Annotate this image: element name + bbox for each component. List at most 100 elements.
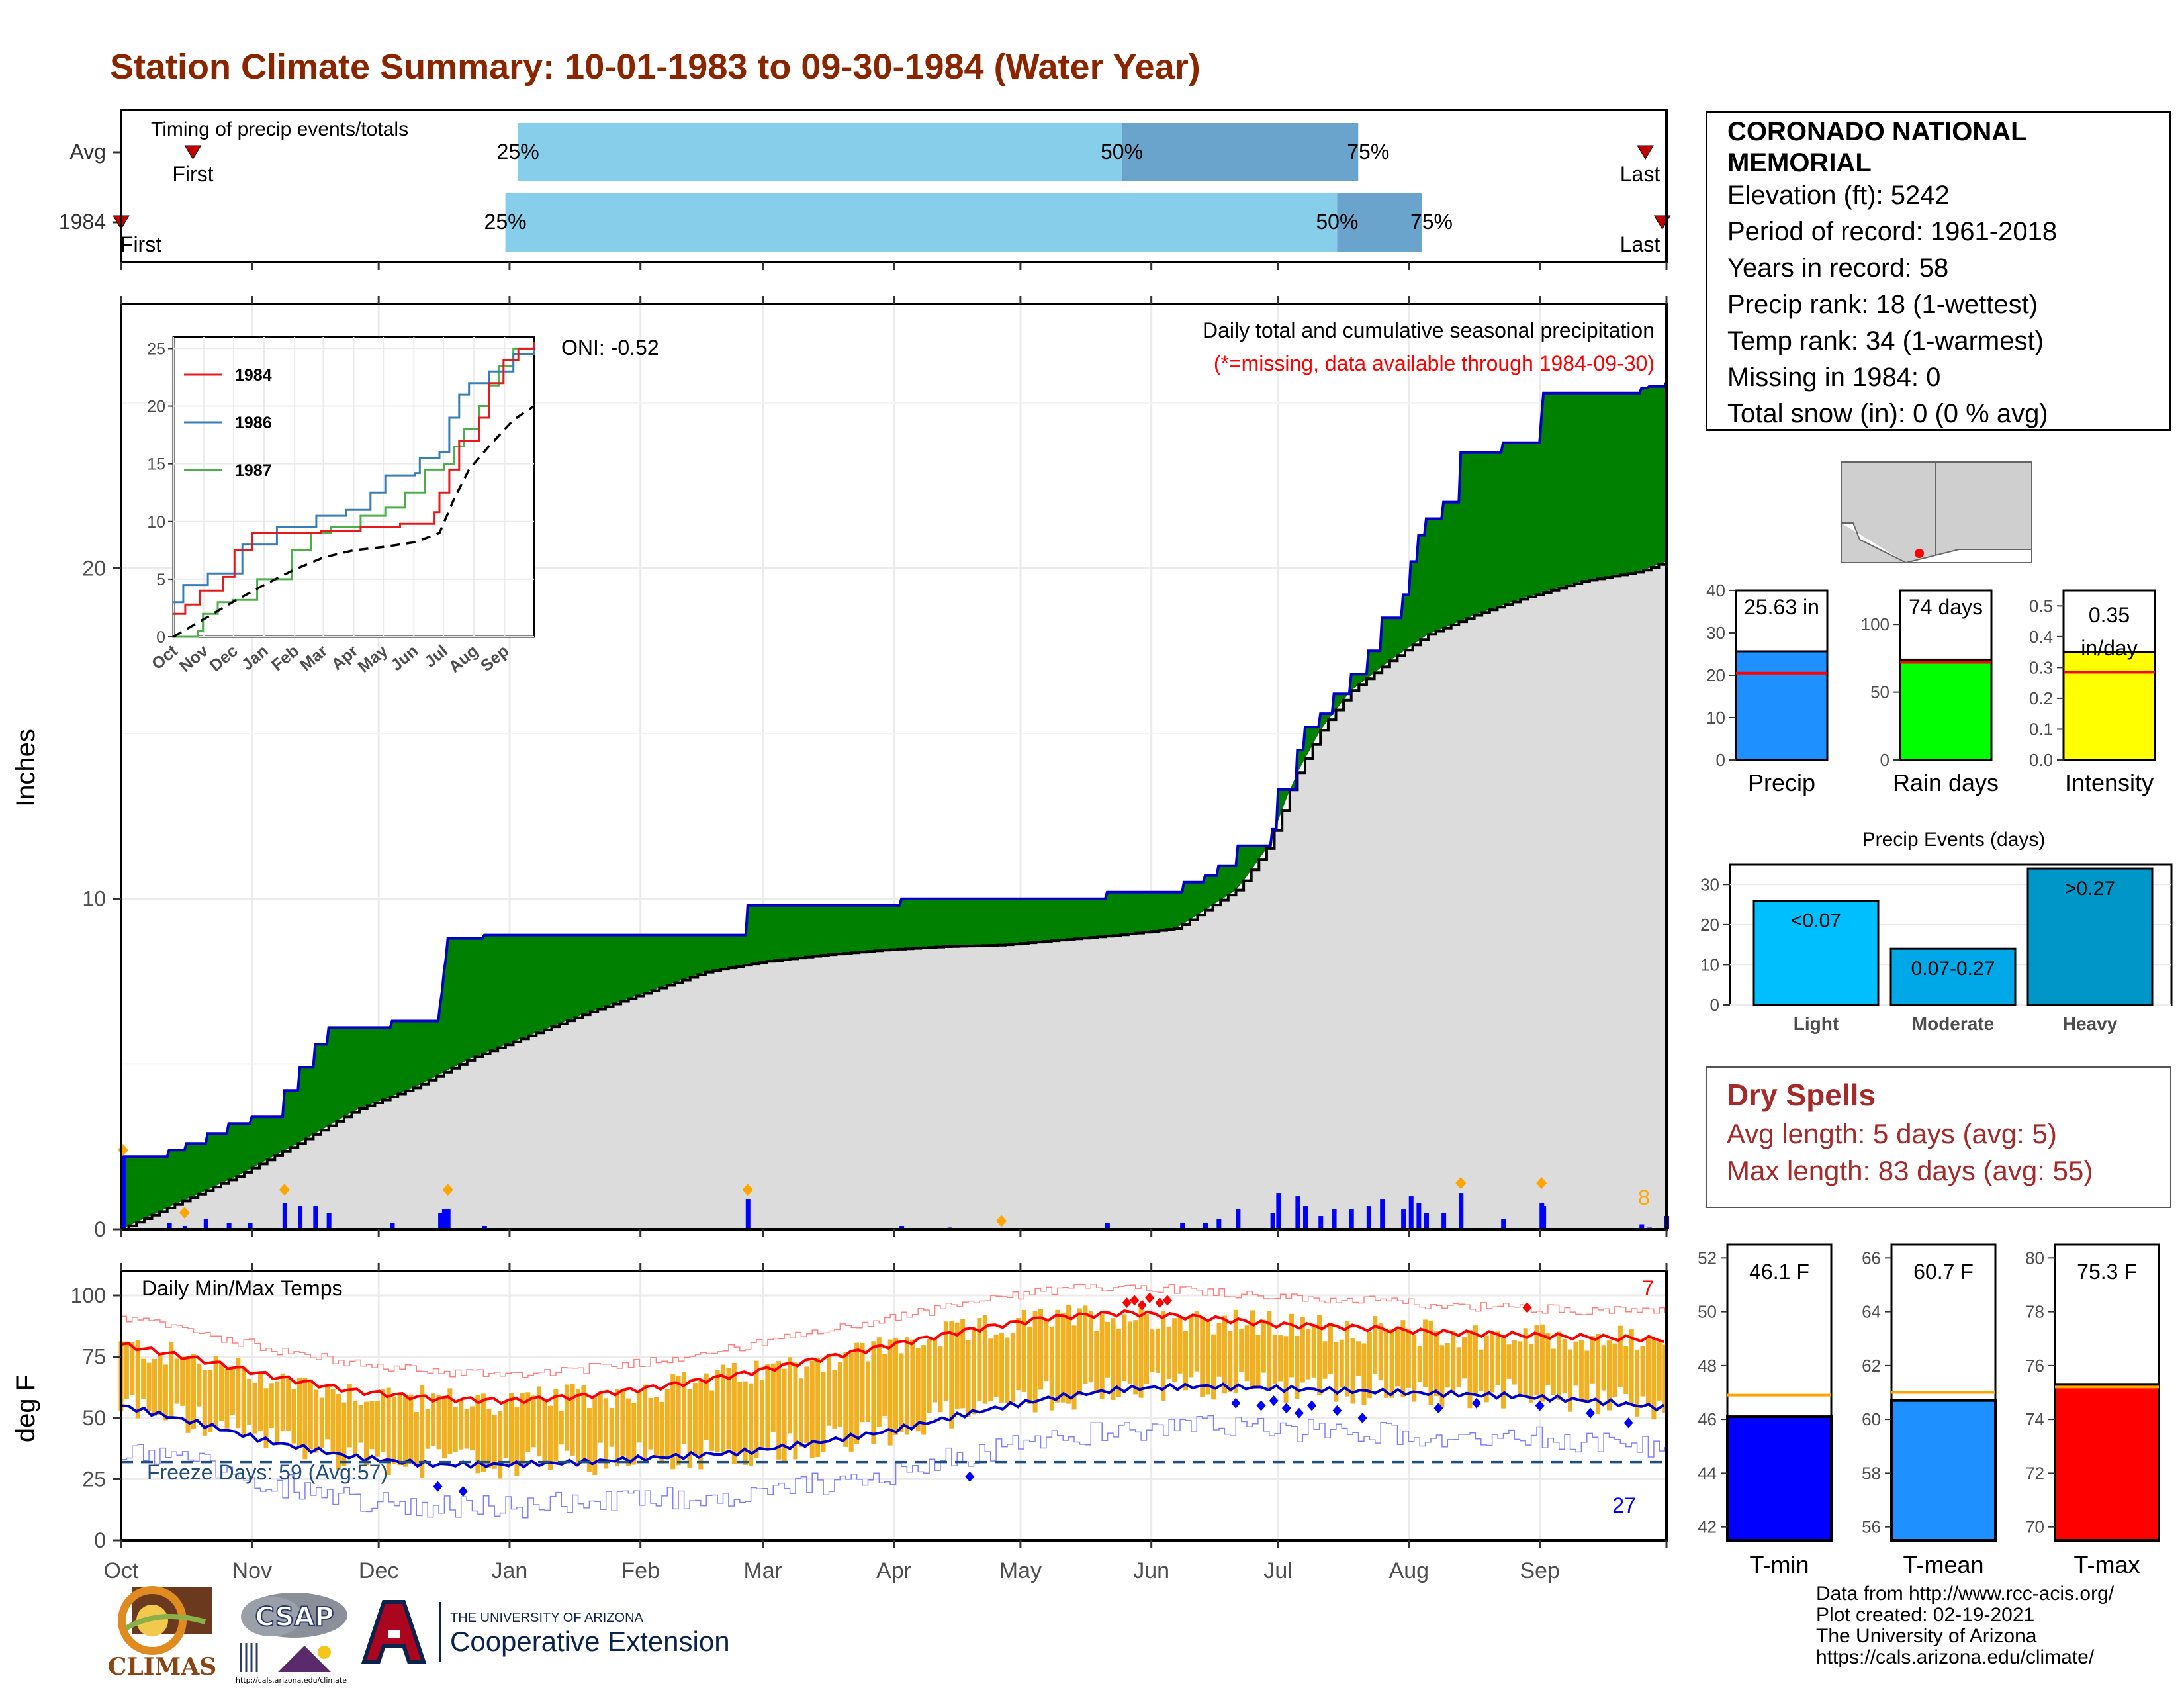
temp-daily-bar: [1378, 1323, 1383, 1381]
precip-y-axis-label: Inches: [11, 729, 40, 807]
tsummary-value-label: 46.1 F: [1749, 1260, 1809, 1284]
events-category-label: Heavy: [2063, 1013, 2118, 1034]
temp-daily-bar: [1467, 1330, 1473, 1409]
climas-logo-text: CLIMAS: [108, 1653, 217, 1681]
daily-precip-bar: [182, 1226, 187, 1229]
temp-daily-bar: [837, 1362, 842, 1427]
temp-daily-bar: [1088, 1311, 1093, 1383]
temp-daily-bar: [1423, 1319, 1428, 1387]
temp-daily-bar: [1500, 1337, 1506, 1409]
max-daily-label: 8: [1638, 1186, 1650, 1209]
temp-daily-bar: [904, 1337, 909, 1435]
daily-precip-bar: [1459, 1193, 1464, 1229]
summary-y-tick-label: 50: [1870, 682, 1889, 702]
temp-daily-bar: [832, 1370, 837, 1429]
tsummary-bar: [1890, 1399, 1997, 1542]
timing-panel: Timing of precip events/totals Avg 25% 50% 7…: [59, 109, 1671, 270]
temp-daily-bar: [754, 1360, 759, 1459]
temp-daily-bar: [1606, 1340, 1612, 1411]
temp-tmin-normal-line: [120, 1382, 1665, 1470]
temp-daily-bar: [860, 1342, 865, 1423]
timing-pct-label: 75%: [1347, 140, 1389, 164]
month-tick-label: Sep: [1520, 1558, 1560, 1583]
temp-record-high-line: [121, 1284, 1666, 1378]
inset-legend-label: 1987: [235, 461, 272, 480]
temp-daily-bar: [1640, 1346, 1645, 1397]
temp-daily-bar: [670, 1374, 676, 1470]
events-y-tick-label: 0: [1710, 995, 1719, 1015]
temp-daily-bar: [793, 1362, 798, 1460]
temp-daily-bar: [258, 1372, 263, 1431]
temp-daily-bar: [1534, 1325, 1539, 1396]
temp-daily-bar: [358, 1405, 363, 1443]
daily-precip-bar: [313, 1206, 318, 1229]
daily-precip-bar: [1639, 1224, 1645, 1229]
temp-daily-bar: [1612, 1343, 1617, 1397]
summary-category-label: Rain days: [1893, 769, 1999, 796]
source-line-data: Data from http://www.rcc-acis.org/: [1816, 1583, 2115, 1605]
temp-daily-bar: [854, 1342, 860, 1444]
temp-daily-bar: [1412, 1335, 1417, 1402]
temp-daily-bar: [1328, 1323, 1333, 1374]
daily-precip-bar: [1276, 1193, 1281, 1229]
tsummary-value-label: 75.3 F: [2077, 1260, 2137, 1284]
freeze-days-label: Freeze Days: 59 (Avg:57): [147, 1460, 388, 1484]
temp-daily-bar: [542, 1399, 547, 1462]
precip-y-tick-label: 20: [82, 556, 106, 580]
temp-daily-bar: [887, 1339, 893, 1446]
temp-daily-bar: [1545, 1333, 1551, 1385]
temp-daily-bar: [815, 1358, 821, 1457]
daily-precip-bar: [1270, 1213, 1275, 1229]
timing-pct-label: 25%: [497, 140, 539, 164]
timing-last-label: Last: [1620, 162, 1661, 186]
temp-daily-bar: [1200, 1317, 1205, 1397]
temp-daily-bar: [1445, 1343, 1450, 1388]
temp-daily-bar: [1584, 1350, 1590, 1403]
events-category-label: Moderate: [1912, 1013, 1994, 1034]
temp-daily-bar: [788, 1357, 793, 1434]
temp-daily-bar: [709, 1390, 715, 1451]
temp-daily-bar: [414, 1411, 419, 1465]
temp-daily-bar: [737, 1382, 743, 1452]
ua-big-text: Cooperative Extension: [450, 1626, 730, 1657]
temp-daily-bar: [586, 1407, 592, 1472]
temp-daily-bar: [325, 1387, 330, 1440]
temp-daily-bar: [408, 1394, 414, 1464]
temp-daily-bar: [397, 1394, 402, 1466]
temp-y-tick-label: 25: [82, 1468, 106, 1491]
station-location-dot: [1915, 549, 1924, 558]
timing-row-label: Avg: [69, 140, 106, 164]
daily-precip-bar: [441, 1209, 447, 1229]
events-title: Precip Events (days): [1862, 829, 2046, 851]
daily-precip-bar: [1541, 1206, 1547, 1229]
record-low-marker: [433, 1481, 443, 1492]
temp-y-tick-label: 50: [82, 1406, 106, 1430]
temp-daily-bar: [1317, 1315, 1322, 1395]
temp-daily-bar: [1373, 1316, 1378, 1374]
tsummary-y-tick-label: 66: [1862, 1248, 1881, 1268]
record-high-count: 7: [1642, 1276, 1654, 1300]
record-low-marker: [1586, 1407, 1596, 1419]
temp-daily-bar: [1596, 1334, 1601, 1415]
temp-daily-bar: [954, 1322, 960, 1409]
temp-daily-bar: [1066, 1304, 1071, 1404]
temp-daily-bar: [565, 1384, 570, 1451]
temp-daily-bar: [402, 1394, 408, 1467]
month-tick-label: Aug: [1389, 1558, 1430, 1583]
temp-daily-bar: [308, 1379, 313, 1450]
events-y-tick-label: 30: [1700, 874, 1719, 894]
tsummary-value-label: 60.7 F: [1913, 1260, 1974, 1284]
record-high-marker: [1522, 1302, 1532, 1313]
temp-daily-bar: [464, 1409, 469, 1449]
temp-daily-bar: [676, 1376, 681, 1466]
csap-logo-text: CSAP: [255, 1602, 334, 1632]
temp-daily-bar: [1523, 1328, 1528, 1397]
csap-logo: CSAP http://cals.arizona.edu/climate: [232, 1589, 351, 1687]
timing-bar-light: [505, 193, 1338, 252]
temp-daily-bar: [559, 1410, 564, 1445]
summary-y-tick-label: 0: [1716, 750, 1725, 770]
temp-daily-bar: [1539, 1324, 1545, 1402]
temp-daily-bar: [1172, 1318, 1177, 1382]
temp-daily-bar: [208, 1370, 213, 1432]
